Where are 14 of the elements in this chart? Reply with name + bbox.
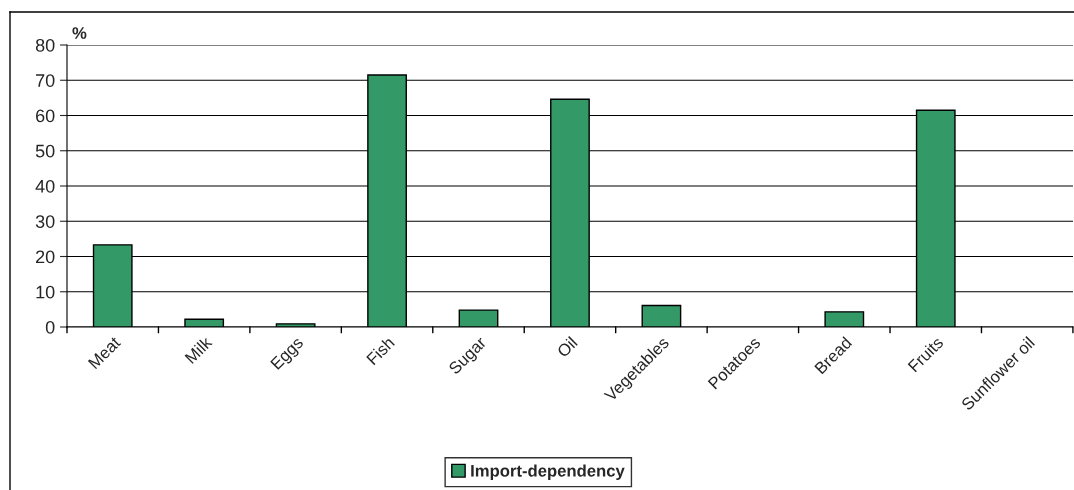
y-tick-label: 50 xyxy=(35,144,55,158)
y-tick-label: 30 xyxy=(35,215,55,228)
y-tick-label: 80 xyxy=(35,38,55,52)
y-tick-label: 40 xyxy=(35,179,55,193)
y-tick-label: 70 xyxy=(36,74,55,87)
y-tick-label: 60 xyxy=(36,109,55,123)
legend-label: Import-dependency xyxy=(471,464,625,480)
y-tick-label: 0 xyxy=(45,320,55,334)
x-tick-label: Fish xyxy=(365,336,395,366)
y-axis-title: % xyxy=(72,27,87,39)
x-tick-label: Oil xyxy=(556,336,578,358)
x-tick-label: Milk xyxy=(184,335,213,364)
y-tick-label: 10 xyxy=(36,285,55,299)
y-tick-label: 20 xyxy=(36,250,55,264)
